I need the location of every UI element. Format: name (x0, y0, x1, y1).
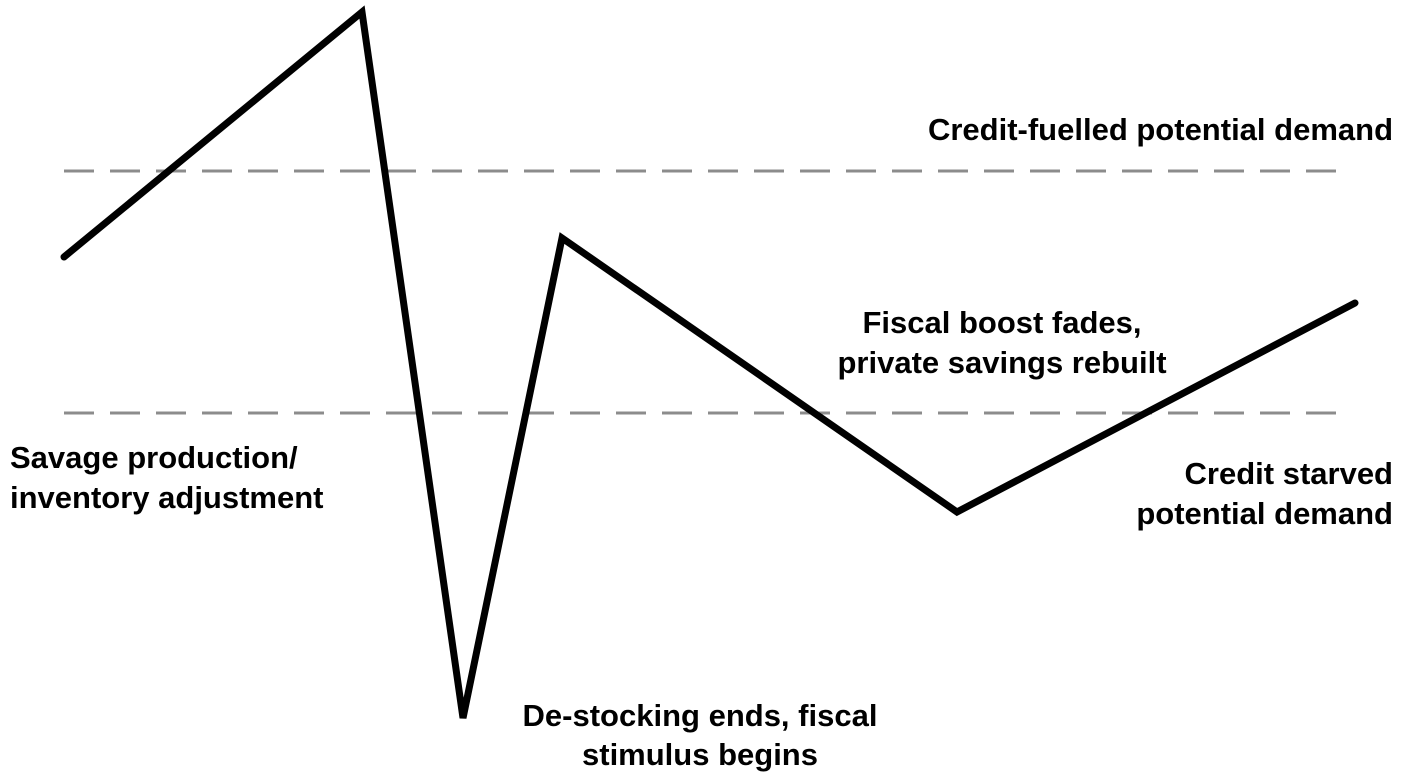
upper-band-label: Credit-fuelled potential demand (928, 112, 1393, 147)
savage-label: inventory adjustment (10, 480, 324, 515)
destocking-label: stimulus begins (582, 737, 818, 772)
lower-band-label: Credit starved (1185, 456, 1393, 491)
demand-path (60, 5, 1359, 719)
fiscal-fade-label: private savings rebuilt (837, 345, 1166, 380)
fiscal-fade-label: Fiscal boost fades, (862, 305, 1141, 340)
savage-label: Savage production/ (10, 440, 298, 475)
lower-band-label: potential demand (1136, 496, 1393, 531)
destocking-label: De-stocking ends, fiscal (523, 698, 878, 733)
